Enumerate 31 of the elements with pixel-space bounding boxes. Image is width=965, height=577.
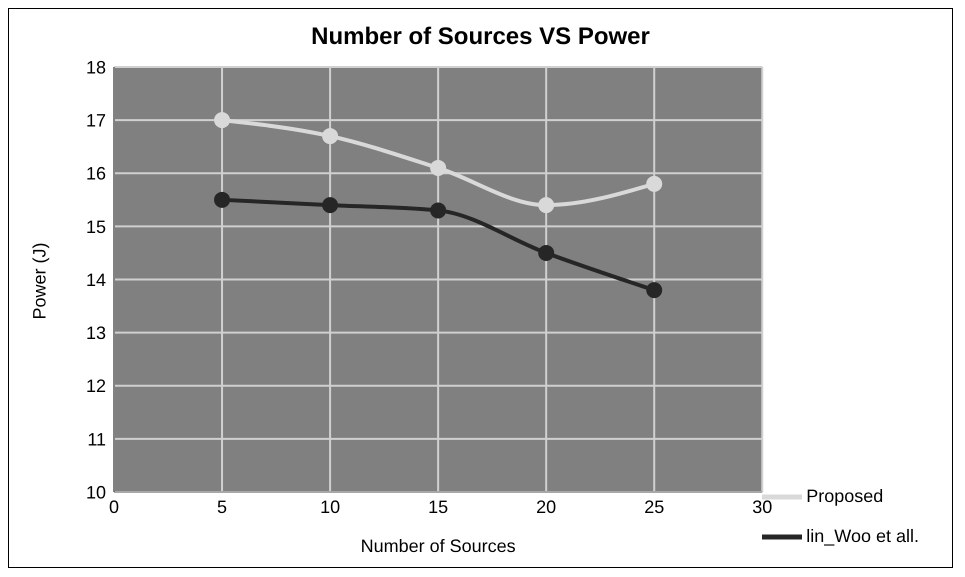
y-tick-label: 15: [86, 216, 106, 237]
y-tick-label: 11: [87, 429, 106, 450]
y-tick-label: 10: [86, 482, 106, 502]
x-tick-label: 25: [644, 496, 664, 517]
x-tick-label: 30: [752, 496, 772, 517]
legend-label: Proposed: [806, 486, 884, 506]
y-tick-label: 14: [86, 270, 106, 290]
x-axis-title: Number of Sources: [360, 536, 516, 556]
x-tick-label: 0: [108, 496, 120, 517]
chart-title: Number of Sources VS Power: [310, 22, 651, 52]
y-axis-title: Power (J): [29, 242, 50, 320]
point: [322, 128, 338, 144]
point: [538, 244, 554, 261]
point: [430, 202, 446, 218]
point: [646, 176, 662, 192]
y-tick-label: 16: [86, 164, 106, 184]
point: [214, 112, 230, 128]
x-tick-label: 15: [428, 496, 448, 517]
y-tick-label: 13: [86, 323, 106, 344]
y-tick-label: 12: [86, 376, 106, 396]
point: [646, 282, 662, 298]
point: [214, 192, 230, 208]
x-tick-label: 5: [217, 496, 228, 517]
point: [430, 160, 446, 176]
y-tick-label: 18: [86, 57, 106, 78]
point: [322, 197, 338, 214]
y-tick-label: 17: [86, 110, 106, 131]
legend-label: lin_Woo et all.: [806, 526, 919, 546]
x-tick-label: 20: [536, 496, 556, 517]
point: [538, 197, 554, 214]
x-tick-label: 10: [320, 496, 340, 517]
